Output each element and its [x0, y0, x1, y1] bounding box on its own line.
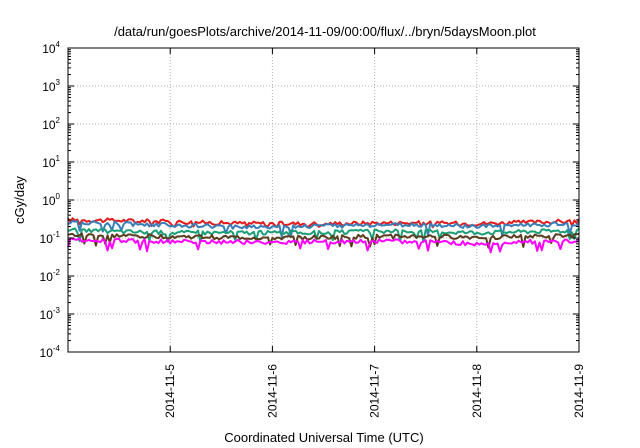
y-tick-label: 103: [42, 78, 60, 94]
y-tick-label: 10-2: [40, 268, 61, 284]
chart-title: /data/run/goesPlots/archive/2014-11-09/0…: [114, 24, 536, 39]
grid: [68, 48, 579, 352]
y-axis: 10-4 10-3 10-2 10-1 100 101 102 103 104: [40, 40, 579, 360]
x-tick-label: 2014-11-5: [163, 364, 177, 418]
series-line: [67, 219, 580, 238]
x-tick-label: 2014-11-8: [470, 364, 484, 418]
x-axis: 2014-11-5 2014-11-6 2014-11-7 2014-11-8 2014…: [163, 48, 586, 418]
y-tick-label: 104: [42, 40, 60, 56]
y-axis-label: cGy/day: [12, 176, 27, 224]
y-tick-label: 10-3: [40, 306, 61, 322]
x-tick-label: 2014-11-6: [265, 364, 279, 418]
y-tick-label: 10-1: [40, 230, 61, 246]
y-tick-label: 101: [42, 154, 60, 170]
y-tick-label: 102: [42, 116, 60, 132]
series-line: [67, 227, 580, 244]
series-group: [67, 217, 580, 254]
y-tick-label: 10-4: [40, 344, 61, 360]
series-line: [67, 232, 580, 249]
x-axis-label: Coordinated Universal Time (UTC): [224, 430, 423, 445]
x-tick-label: 2014-11-9: [572, 364, 586, 418]
y-tick-label: 100: [42, 192, 60, 208]
x-tick-label: 2014-11-7: [368, 364, 382, 418]
series-line: [67, 237, 580, 254]
